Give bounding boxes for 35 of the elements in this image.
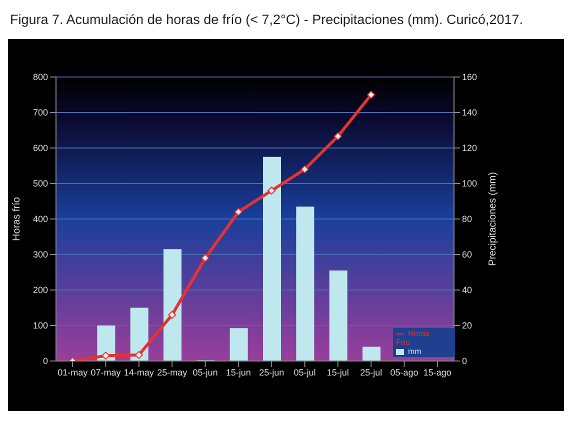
x-tick-label: 15-ago: [423, 367, 452, 378]
x-tick-label: 14-may: [124, 367, 154, 378]
x-tick-label: 01-may: [58, 367, 88, 378]
x-tick-label: 25-jul: [360, 367, 382, 378]
y2-tick-label: 20: [462, 320, 472, 331]
y2-tick-label: 140: [462, 108, 478, 118]
legend-label: mm: [408, 347, 422, 356]
y-tick-label: 400: [32, 214, 48, 224]
y2-axis-title: Precipitaciones (mm): [488, 172, 499, 266]
legend-label: Horas Frío: [396, 329, 430, 347]
y-tick-label: 700: [32, 108, 48, 118]
x-tick-label: 07-may: [90, 367, 122, 378]
y2-tick-label: 80: [462, 214, 472, 224]
x-tick-label: 05-jun: [192, 367, 218, 378]
x-tick-label: 05-jul: [294, 367, 316, 378]
chart-title: Figura 7. Acumulación de horas de frío (< 7,2°C) - Precipitaciones (mm). Curicó,2017.: [9, 11, 524, 29]
y2-tick-label: 100: [462, 178, 478, 189]
y-tick-label: 100: [32, 320, 48, 331]
y-tick-label: 300: [32, 250, 48, 260]
y2-tick-label: 40: [462, 285, 472, 296]
x-tick-label: 15-jul: [326, 367, 349, 378]
x-tick-label: 15-jun: [226, 367, 251, 378]
y-axis-title: Horas frío: [12, 196, 23, 241]
y-tick-label: 200: [32, 285, 48, 296]
y2-tick-label: 160: [462, 72, 478, 82]
y-tick-label: 0: [42, 356, 48, 366]
y-tick-label: 500: [32, 178, 48, 189]
y-tick-label: 800: [32, 72, 48, 82]
x-tick-label: 25-may: [157, 367, 188, 378]
y2-tick-label: 60: [462, 250, 472, 260]
y2-tick-label: 0: [462, 356, 468, 366]
x-tick-label: 05-ago: [390, 367, 418, 378]
y2-tick-label: 120: [462, 143, 478, 154]
y-tick-label: 600: [32, 143, 48, 154]
x-tick-label: 25-jun: [259, 367, 284, 378]
